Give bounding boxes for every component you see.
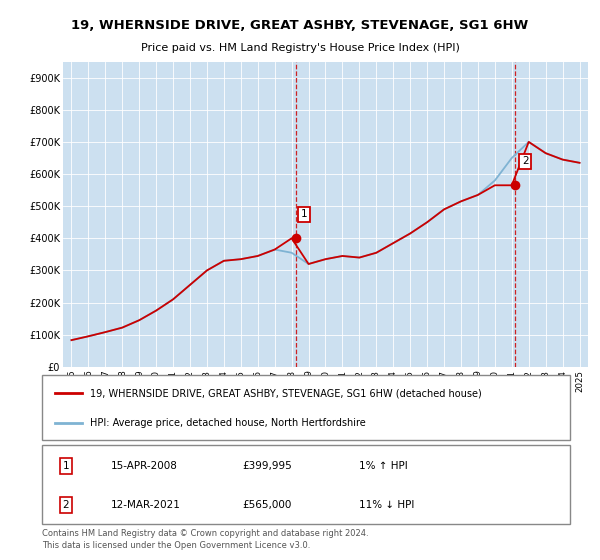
FancyBboxPatch shape	[42, 375, 570, 440]
Text: 15-APR-2008: 15-APR-2008	[110, 460, 178, 470]
Text: 2: 2	[522, 156, 529, 166]
Text: 12-MAR-2021: 12-MAR-2021	[110, 500, 181, 510]
Text: 1: 1	[301, 209, 308, 219]
Text: 1: 1	[62, 460, 69, 470]
Text: 19, WHERNSIDE DRIVE, GREAT ASHBY, STEVENAGE, SG1 6HW (detached house): 19, WHERNSIDE DRIVE, GREAT ASHBY, STEVEN…	[89, 388, 481, 398]
Text: 11% ↓ HPI: 11% ↓ HPI	[359, 500, 414, 510]
Text: 1% ↑ HPI: 1% ↑ HPI	[359, 460, 407, 470]
Text: £565,000: £565,000	[242, 500, 292, 510]
Text: 19, WHERNSIDE DRIVE, GREAT ASHBY, STEVENAGE, SG1 6HW: 19, WHERNSIDE DRIVE, GREAT ASHBY, STEVEN…	[71, 18, 529, 32]
Text: 2: 2	[62, 500, 69, 510]
Text: HPI: Average price, detached house, North Hertfordshire: HPI: Average price, detached house, Nort…	[89, 418, 365, 428]
FancyBboxPatch shape	[42, 445, 570, 524]
Text: Price paid vs. HM Land Registry's House Price Index (HPI): Price paid vs. HM Land Registry's House …	[140, 43, 460, 53]
Text: £399,995: £399,995	[242, 460, 292, 470]
Text: Contains HM Land Registry data © Crown copyright and database right 2024.
This d: Contains HM Land Registry data © Crown c…	[42, 529, 368, 550]
